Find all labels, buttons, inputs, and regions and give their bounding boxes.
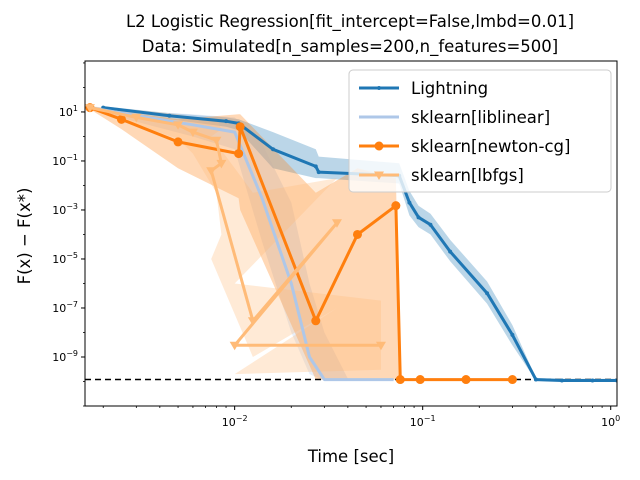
- plot-frame: [84, 60, 618, 407]
- sklearn-lbfgs-point: [206, 167, 217, 176]
- sklearn-newton-cg-point: [395, 375, 405, 385]
- lightning-point: [407, 200, 412, 205]
- lightning-point: [559, 378, 564, 383]
- legend-marker: [374, 171, 384, 180]
- sklearn-lbfgs-point: [229, 341, 240, 351]
- y-axis-ticks: 10−9 10−7 10−5 10−3 10−1 101: [52, 62, 85, 407]
- sklearn-lbfgs-point: [85, 104, 95, 113]
- x-tick-label: 10−2: [222, 414, 248, 429]
- sklearn-newton-cg-band: [90, 106, 513, 381]
- sklearn-newton-cg-point: [116, 114, 126, 124]
- sklearn-lbfgs-point: [216, 159, 227, 169]
- lightning-point: [313, 164, 318, 169]
- x-tick-label: 100: [601, 414, 620, 429]
- sklearn-lbfgs-point: [211, 136, 222, 146]
- y-tick-label: 101: [59, 104, 78, 119]
- sklearn-lbfgs-band: [90, 106, 381, 375]
- lightning-point: [271, 147, 276, 152]
- x-tick-label: 10−1: [410, 414, 436, 429]
- legend-label: sklearn[newton-cg]: [411, 137, 570, 156]
- series-lines: [85, 103, 617, 385]
- y-tick-label: 10−3: [52, 202, 78, 217]
- sklearn-lbfgs-point: [375, 341, 386, 351]
- legend-marker: [374, 141, 384, 151]
- sklearn-newton-cg-point: [173, 137, 183, 147]
- chart-title-line1: L2 Logistic Regression[fit_intercept=Fal…: [126, 12, 574, 32]
- chart-title-line2: Data: Simulated[n_samples=200,n_features…: [142, 37, 559, 57]
- x-axis-label: Time [sec]: [307, 447, 394, 466]
- sklearn-lbfgs-point: [187, 128, 198, 138]
- y-axis-label: F(x) − F(x*): [15, 188, 34, 285]
- sklearn-newton-cg-point: [415, 375, 425, 385]
- x-axis-ticks: 10−2 10−1 100: [102, 406, 620, 429]
- legend-label: sklearn[lbfgs]: [411, 166, 524, 185]
- sklearn-newton-cg-point: [234, 149, 244, 159]
- legend-marker: [377, 86, 381, 90]
- lightning-point: [416, 215, 421, 220]
- legend-label: Lightning: [411, 79, 488, 98]
- y-tick-label: 10−1: [52, 153, 78, 168]
- lightning-point: [533, 377, 538, 382]
- lightning-point: [590, 378, 595, 383]
- lightning-point: [167, 113, 172, 118]
- sklearn-newton-cg-line: [89, 106, 513, 382]
- sklearn-liblinear-band: [90, 106, 394, 381]
- lightning-point: [428, 222, 433, 227]
- legend-box: [348, 69, 612, 193]
- sklearn-newton-cg-point: [352, 229, 362, 239]
- sklearn-lbfgs-point: [131, 113, 142, 123]
- sklearn-newton-cg-point: [461, 375, 471, 385]
- lightning-point: [448, 249, 453, 254]
- legend: Lightning sklearn[liblinear] sklearn[newto…: [348, 69, 612, 193]
- sklearn-newton-cg-point: [235, 122, 245, 132]
- sklearn-lbfgs-point: [173, 121, 184, 130]
- y-tick-label: 10−7: [52, 300, 78, 315]
- y-tick-label: 10−9: [52, 349, 78, 364]
- lightning-point: [224, 119, 229, 124]
- sklearn-newton-cg-point: [311, 316, 321, 326]
- sklearn-lbfgs-point: [247, 317, 258, 326]
- y-tick-label: 10−5: [52, 251, 78, 266]
- lightning-point: [485, 291, 490, 296]
- sklearn-newton-cg-point: [391, 201, 401, 211]
- sklearn-newton-cg-point: [507, 375, 517, 385]
- lightning-line: [103, 106, 617, 382]
- lightning-point: [316, 170, 321, 175]
- sklearn-lbfgs-point: [331, 219, 342, 228]
- legend-label: sklearn[liblinear]: [411, 108, 550, 127]
- lightning-point: [510, 332, 515, 337]
